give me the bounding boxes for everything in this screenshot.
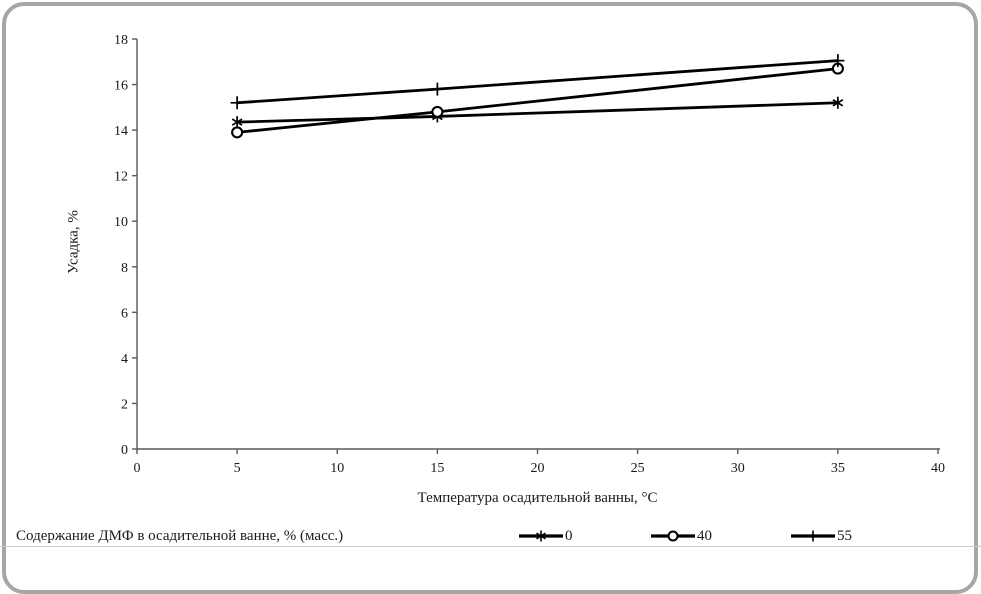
legend-item-label: 40 [697,527,712,544]
asterisk-marker-icon [231,116,243,129]
legend-key-icon [519,530,563,542]
series-line-40 [236,67,839,134]
asterisk-marker-icon [536,530,546,542]
x-tick-label: 0 [134,461,141,476]
x-tick-label: 15 [430,461,444,476]
plus-marker-icon [807,530,819,542]
legend-item-40: 40 [651,527,712,545]
legend-key-icon [651,530,695,542]
legend-item-55: 55 [791,527,852,545]
circle-marker-icon [667,530,679,542]
y-tick-label: 2 [121,397,128,412]
y-tick-label: 8 [121,261,128,276]
y-tick-label: 18 [114,33,128,48]
legend-item-0: 0 [519,527,573,545]
x-axis-title: Температура осадительной ванны, °С [417,490,658,506]
line-chart: 0 2 4 6 8 10 12 14 16 18 0 5 10 15 20 25 30 35 40 [114,33,945,476]
y-tick-label: 16 [114,79,128,94]
circle-marker-icon [231,126,244,139]
page-bottom-divider [0,546,981,547]
plus-marker-icon [831,54,845,68]
legend-caption: Содержание ДМФ в осадительной ванне, % (… [16,528,344,544]
x-tick-label: 30 [731,461,745,476]
y-tick-label: 14 [114,124,128,139]
y-tick-label: 10 [114,215,128,230]
circle-marker-icon [431,105,444,118]
y-tick-label: 4 [121,352,128,367]
legend-item-label: 55 [837,527,852,544]
legend-item-label: 0 [565,527,573,544]
y-tick-label: 6 [121,306,128,321]
x-tick-label: 20 [531,461,545,476]
x-tick-label: 35 [831,461,845,476]
x-tick-label: 25 [631,461,645,476]
x-tick-label: 40 [931,461,945,476]
series-line-0 [237,101,838,124]
x-tick-label: 10 [330,461,344,476]
plus-marker-icon [430,82,444,96]
y-tick-label: 0 [121,443,128,458]
y-tick-label: 12 [114,170,128,185]
y-axis-title: Усадка, % [65,210,82,274]
series-line-55 [237,59,838,105]
asterisk-marker-icon [832,96,844,109]
plus-marker-icon [230,96,244,110]
x-tick-label: 5 [234,461,241,476]
legend-key-icon [791,530,835,542]
